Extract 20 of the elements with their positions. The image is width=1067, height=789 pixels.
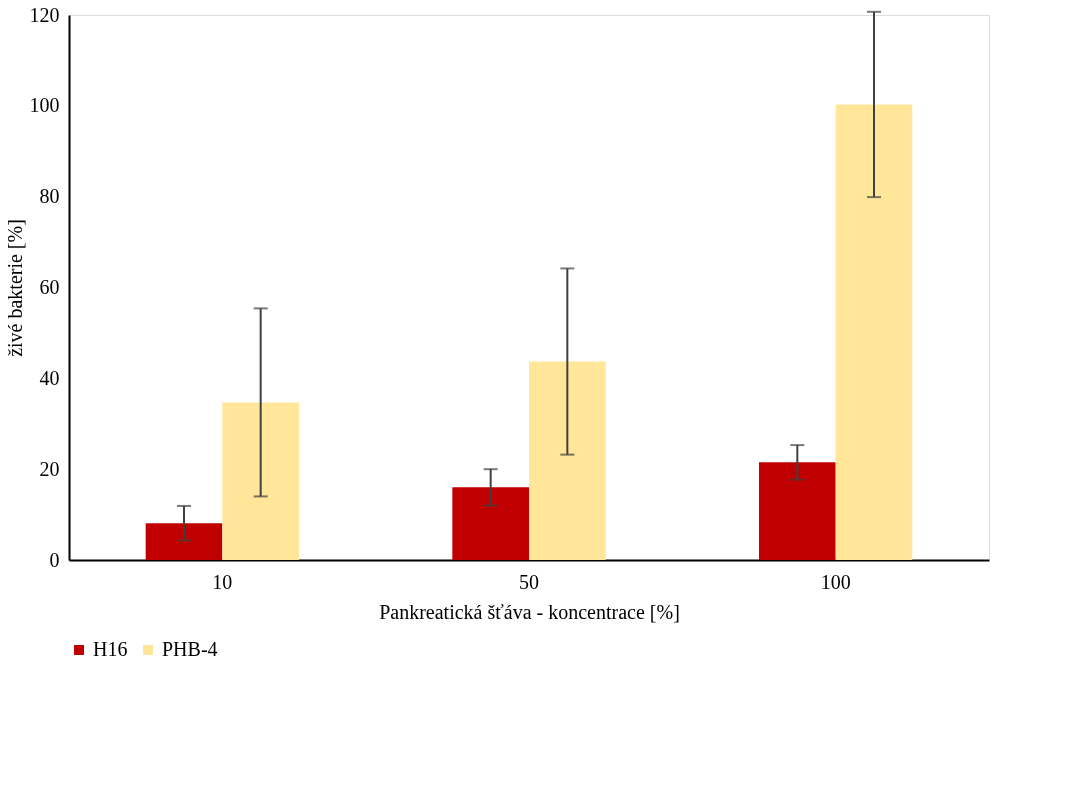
x-tick-label: 10 [212,570,233,593]
y-tick-label: 20 [39,457,60,480]
bar [759,462,836,560]
x-tick-label: 50 [519,570,539,593]
x-tick-label: 100 [820,570,851,593]
y-tick-label: 0 [49,548,60,571]
y-axis-title: živé bakterie [%] [3,219,26,357]
y-tick-label: 40 [39,366,60,389]
bar [145,523,223,560]
legend-label: H16 [93,638,128,660]
y-tick-label: 100 [29,94,60,117]
bar [452,487,529,560]
x-axis-title: Pankreatická šťáva - koncentrace [%] [379,600,680,623]
bar [222,402,299,560]
y-tick-label: 120 [29,3,60,26]
y-tick-label: 80 [39,185,60,208]
bar [835,104,913,560]
y-tick-label: 60 [39,276,60,298]
bar [529,361,606,560]
legend-label: PHB-4 [162,638,218,660]
